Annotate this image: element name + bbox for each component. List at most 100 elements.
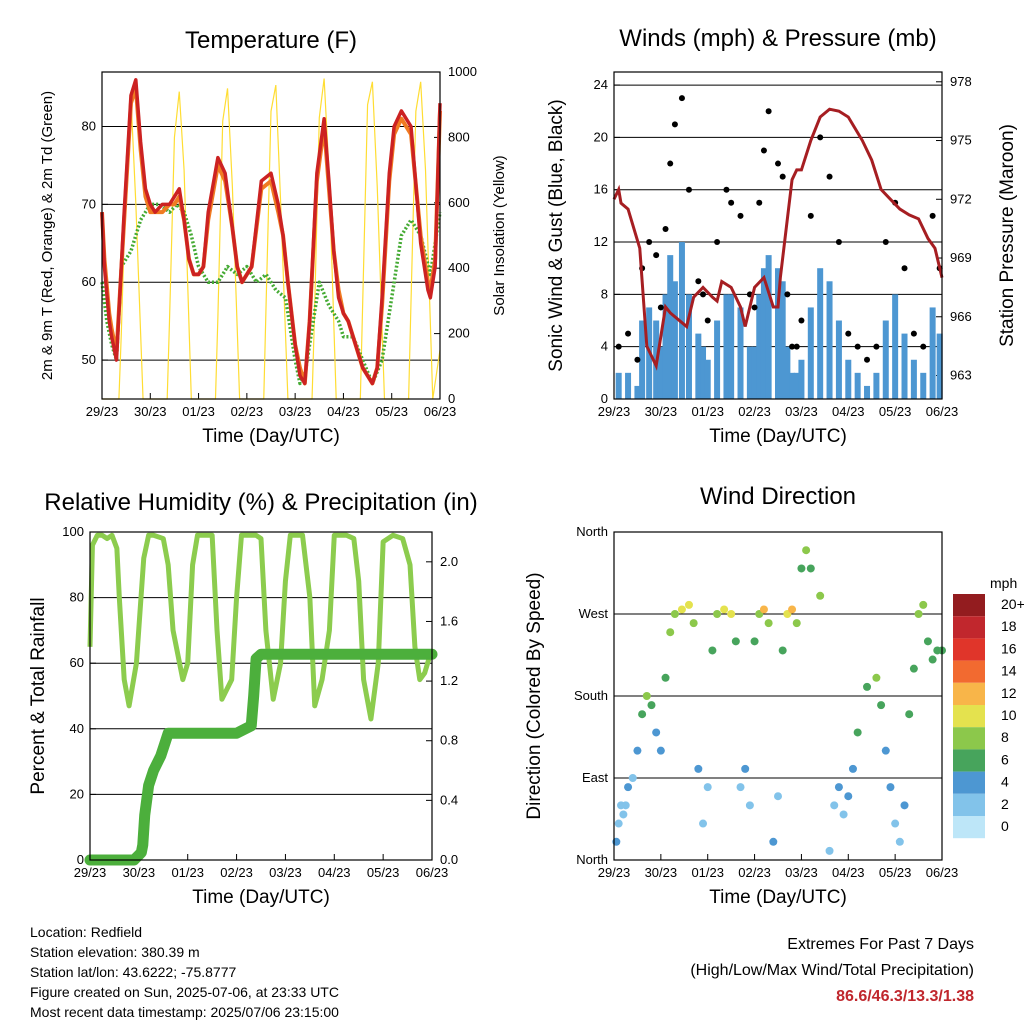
direction-point <box>923 637 932 646</box>
extremes-subtitle: (High/Low/Max Wind/Total Precipitation) <box>690 962 974 979</box>
x-tick-label: 05/23 <box>375 404 408 419</box>
x-tick-label: 05/23 <box>879 865 912 880</box>
direction-point <box>708 646 717 655</box>
gust-point <box>845 330 852 337</box>
wind-bar <box>746 346 753 399</box>
wind-bar <box>864 385 871 399</box>
direction-point <box>642 692 651 700</box>
x-tick-label: 29/23 <box>598 865 631 880</box>
direction-point <box>731 637 740 646</box>
x-tick-label: 06/23 <box>416 865 449 880</box>
y2-tick-label: 200 <box>448 326 470 341</box>
x-tick-label: 03/23 <box>785 404 818 419</box>
wind-bar <box>662 294 669 399</box>
y-tick-label: 0 <box>601 391 608 406</box>
x-tick-label: 06/23 <box>926 404 959 419</box>
wind-bar <box>671 281 678 399</box>
y2-tick-label: 1000 <box>448 64 477 79</box>
x-tick-label: 02/23 <box>220 865 253 880</box>
legend-swatch <box>953 616 985 639</box>
direction-point <box>848 764 857 773</box>
direction-point <box>759 605 768 614</box>
y-tick-label: 8 <box>601 286 608 301</box>
direction-point <box>839 810 848 819</box>
y-tick-label: South <box>574 688 608 703</box>
x-tick-label: 01/23 <box>182 404 215 419</box>
legend-swatch <box>953 749 985 772</box>
direction-point <box>802 546 811 555</box>
y2-tick-label: 400 <box>448 260 470 275</box>
y2-tick-label: 0.8 <box>440 733 458 748</box>
wind-bar <box>826 281 833 399</box>
gust-point <box>873 343 880 350</box>
extremes-values: 86.6/46.3/13.3/1.38 <box>836 988 974 1005</box>
legend-swatch <box>953 727 985 750</box>
series-pressure <box>612 107 944 371</box>
gust-point <box>920 343 927 350</box>
gust-point <box>793 343 800 350</box>
direction-point <box>909 664 918 673</box>
gust-point <box>625 330 632 337</box>
y-tick-label: 100 <box>62 524 84 539</box>
x-tick-label: 04/23 <box>327 404 360 419</box>
x-tick-label: 02/23 <box>738 865 771 880</box>
gust-point <box>662 225 669 232</box>
y2-axis: 0 200 400 600 800 1000 <box>434 64 477 406</box>
direction-point <box>619 810 628 819</box>
direction-point <box>806 564 815 573</box>
direction-point <box>647 701 656 710</box>
y2-tick-label: 963 <box>950 368 972 383</box>
meta-latlon: Station lat/lon: 43.6222; -75.8777 <box>30 964 237 980</box>
legend-swatch <box>953 660 985 683</box>
x-axis-label: Time (Day/UTC) <box>709 887 847 908</box>
wind-bar <box>784 346 791 399</box>
wind-bar <box>657 346 664 399</box>
x-tick-label: 01/23 <box>691 865 724 880</box>
legend-swatch <box>953 771 985 794</box>
wind-bar <box>737 307 744 399</box>
plot-frame <box>613 531 943 861</box>
direction-point <box>797 564 806 573</box>
legend-label: 20+ <box>1001 596 1024 612</box>
direction-point <box>825 846 834 855</box>
legend-label: 16 <box>1001 640 1017 656</box>
plot-area <box>100 78 442 400</box>
wind-bar <box>873 372 880 399</box>
x-tick-label: 06/23 <box>926 865 959 880</box>
y-tick-label: North <box>576 852 608 867</box>
direction-point <box>872 673 881 682</box>
direction-point <box>764 619 773 628</box>
x-tick-label: 30/23 <box>134 404 167 419</box>
y2-tick-label: 0 <box>448 391 455 406</box>
gust-point <box>646 239 653 246</box>
direction-point <box>750 637 759 646</box>
direction-point <box>788 605 797 614</box>
wind-bar <box>667 255 674 399</box>
direction-point <box>741 764 750 773</box>
x-axis-label: Time (Day/UTC) <box>202 426 340 447</box>
gust-point <box>737 212 744 219</box>
legend-label: 8 <box>1001 729 1009 745</box>
y-axis-label: Direction (Colored By Speed) <box>524 572 545 819</box>
y-tick-label: 20 <box>594 129 608 144</box>
chart-title: Wind Direction <box>700 483 856 510</box>
direction-point <box>670 610 679 618</box>
y2-tick-label: 969 <box>950 250 972 265</box>
y2-tick-label: 966 <box>950 309 972 324</box>
legend-title: mph <box>990 575 1017 591</box>
y2-tick-label: 978 <box>950 74 972 89</box>
y2-tick-label: 975 <box>950 133 972 148</box>
panel-winds: Winds (mph) & Pressure (mb) 0 4 8 12 16 20 24 96… <box>546 25 1018 447</box>
direction-point <box>905 710 914 719</box>
gust-point <box>835 239 842 246</box>
plot-frame <box>89 531 433 861</box>
direction-point <box>745 801 754 810</box>
y2-tick-label: 2.0 <box>440 554 458 569</box>
legend-label: 14 <box>1001 663 1017 679</box>
wind-bar <box>882 320 889 399</box>
wind-bar <box>760 268 767 399</box>
gust-point <box>779 173 786 180</box>
meta-elevation: Station elevation: 380.39 m <box>30 944 200 960</box>
wind-bar <box>892 294 899 399</box>
extremes-title: Extremes For Past 7 Days <box>787 936 974 953</box>
